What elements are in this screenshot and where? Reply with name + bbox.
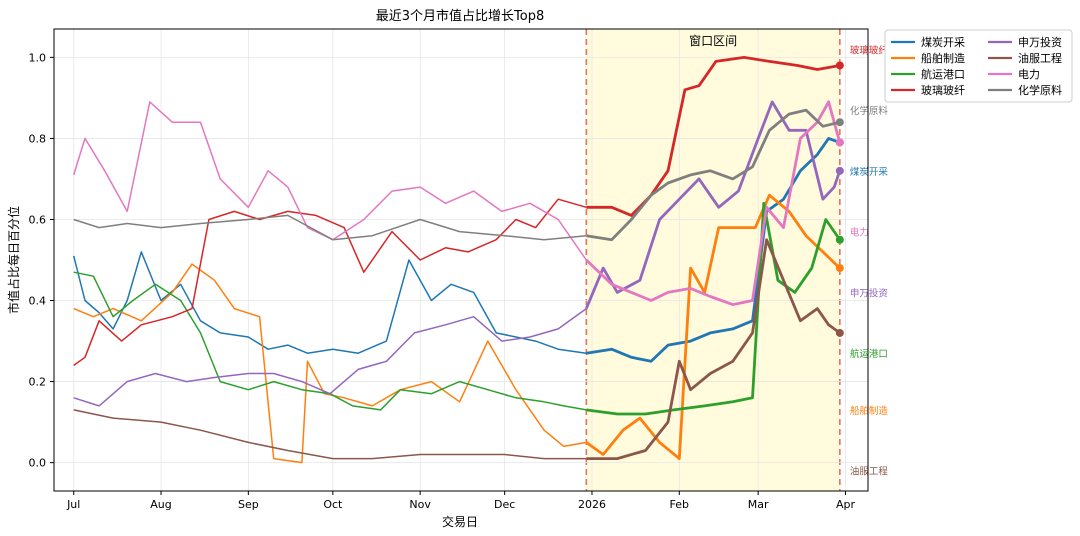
window-region: 窗口区间 bbox=[585, 29, 841, 491]
series-lines bbox=[72, 56, 844, 464]
legend-item-电力: 电力 bbox=[1018, 68, 1040, 81]
legend-item-玻璃玻纤: 玻璃玻纤 bbox=[921, 83, 965, 97]
x-tick-label: Nov bbox=[409, 498, 431, 511]
series-line-pre bbox=[73, 198, 587, 367]
x-tick-label: Oct bbox=[323, 498, 343, 511]
series-油服工程 bbox=[73, 238, 844, 460]
series-line-window bbox=[585, 100, 842, 306]
series-航运港口 bbox=[73, 201, 844, 416]
series-line-pre bbox=[72, 101, 587, 261]
window-shade bbox=[586, 29, 840, 491]
x-tick-label: 2026 bbox=[578, 498, 606, 511]
series-line-pre bbox=[73, 214, 587, 241]
end-label-煤炭开采: 煤炭开采 bbox=[850, 166, 889, 178]
end-label-申万投资: 申万投资 bbox=[850, 287, 889, 299]
chart-title: 最近3个月市值占比增长Top8 bbox=[376, 8, 544, 24]
series-end-point bbox=[835, 61, 844, 70]
y-tick-label: 0.6 bbox=[29, 213, 47, 226]
series-line-pre bbox=[73, 307, 587, 407]
y-tick-label: 1.0 bbox=[29, 51, 47, 64]
series-line-pre bbox=[73, 263, 587, 464]
legend-item-煤炭开采: 煤炭开采 bbox=[921, 36, 965, 49]
x-axis-label: 交易日 bbox=[442, 514, 478, 529]
x-tick-label: Feb bbox=[670, 498, 689, 511]
series-line-window bbox=[586, 56, 841, 217]
x-tick-label: Dec bbox=[494, 498, 515, 511]
axes: 0.0 0.2 0.4 0.6 0.8 1.0 Jul Aug Sep Oct Nov Dec 2026… bbox=[29, 28, 869, 511]
legend-item-船舶制造: 船舶制造 bbox=[921, 51, 965, 65]
series-玻璃玻纤 bbox=[73, 56, 844, 367]
series-line-window bbox=[585, 100, 842, 310]
legend-item-航运港口: 航运港口 bbox=[921, 67, 965, 81]
y-axis-label: 市值占比每日百分位 bbox=[6, 206, 21, 314]
series-line-window bbox=[586, 238, 841, 460]
window-label: 窗口区间 bbox=[689, 34, 737, 48]
series-end-point bbox=[835, 118, 844, 127]
legend-item-申万投资: 申万投资 bbox=[1018, 35, 1062, 49]
series-line-pre bbox=[72, 251, 587, 354]
end-label-电力: 电力 bbox=[850, 227, 869, 239]
series-end-point bbox=[835, 235, 844, 244]
x-tick-label: Sep bbox=[238, 498, 259, 511]
series-line-window bbox=[586, 108, 841, 242]
legend-item-油服工程: 油服工程 bbox=[1018, 51, 1062, 65]
series-申万投资 bbox=[73, 100, 844, 407]
y-tick-label: 0.4 bbox=[29, 295, 47, 308]
series-line-window bbox=[585, 193, 841, 460]
series-化学原料 bbox=[73, 108, 844, 242]
end-label-油服工程: 油服工程 bbox=[850, 466, 889, 478]
x-tick-label: Aug bbox=[150, 498, 171, 511]
series-line-pre bbox=[73, 271, 587, 411]
series-end-point bbox=[835, 328, 844, 337]
series-电力 bbox=[72, 100, 844, 306]
end-label-船舶制造: 船舶制造 bbox=[850, 405, 889, 417]
y-tick-label: 0.2 bbox=[29, 376, 47, 389]
legend-box bbox=[884, 29, 1073, 103]
x-tick-label: Jul bbox=[66, 498, 80, 511]
axes-frame bbox=[53, 28, 869, 492]
end-label-化学原料: 化学原料 bbox=[850, 105, 889, 117]
series-end-point bbox=[835, 264, 844, 273]
y-tick-label: 0.8 bbox=[29, 132, 47, 145]
end-label-玻璃玻纤: 玻璃玻纤 bbox=[850, 44, 889, 56]
legend-item-化学原料: 化学原料 bbox=[1018, 83, 1062, 97]
series-end-point bbox=[835, 138, 844, 147]
y-tick-label: 0.0 bbox=[29, 457, 47, 470]
x-tick-label: Mar bbox=[748, 498, 769, 511]
series-line-window bbox=[586, 137, 841, 363]
series-line-pre bbox=[73, 409, 587, 460]
series-船舶制造 bbox=[73, 193, 844, 464]
series-end-point bbox=[835, 166, 844, 175]
x-tick-label: Apr bbox=[836, 498, 856, 511]
end-label-航运港口: 航运港口 bbox=[850, 348, 888, 360]
series-line-window bbox=[586, 201, 841, 416]
